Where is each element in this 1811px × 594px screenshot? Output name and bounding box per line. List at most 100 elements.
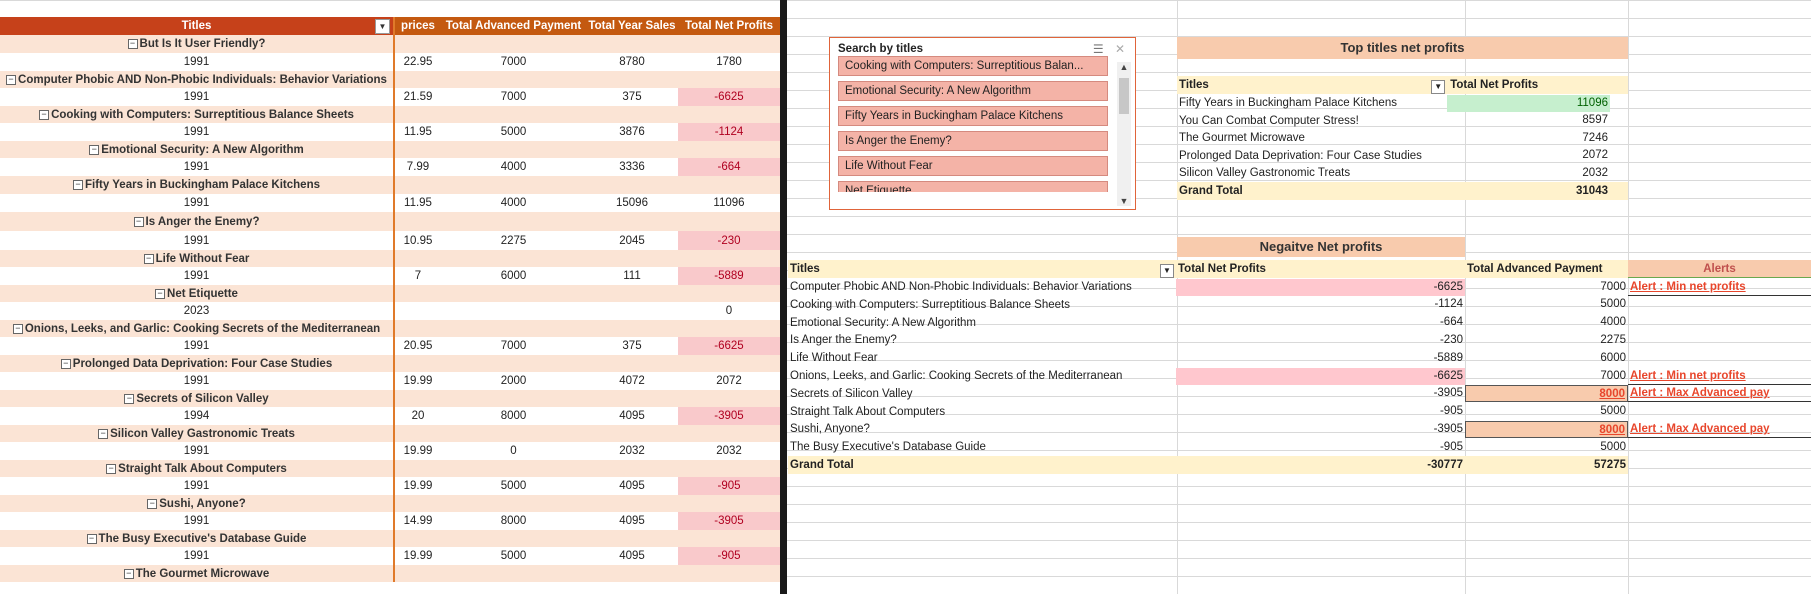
pivot-title-label: Emotional Security: A New Algorithm bbox=[101, 143, 304, 156]
slicer-item[interactable]: Cooking with Computers: Surreptitious Ba… bbox=[838, 56, 1108, 76]
pivot-title-row[interactable]: − Prolonged Data Deprivation: Four Case S… bbox=[0, 355, 780, 372]
neg-row-alert[interactable]: Alert : Min net profits bbox=[1628, 368, 1811, 385]
pivot-title-row[interactable]: − Cooking with Computers: Surreptitious B… bbox=[0, 106, 780, 123]
pivot-title-cell[interactable]: − The Gourmet Microwave bbox=[0, 565, 395, 582]
pivot-year-row: 1991 20.95 7000 375 -6625 bbox=[0, 337, 780, 355]
collapse-icon[interactable]: − bbox=[89, 144, 100, 155]
pivot-title-cell[interactable]: − Silicon Valley Gastronomic Treats bbox=[0, 425, 395, 442]
scroll-up-icon[interactable]: ▲ bbox=[1119, 62, 1129, 72]
pivot-title-row[interactable]: − Onions, Leeks, and Garlic: Cooking Secr… bbox=[0, 320, 780, 337]
pivot-title-row[interactable]: − Silicon Valley Gastronomic Treats bbox=[0, 425, 780, 442]
empty-cell bbox=[678, 565, 780, 582]
collapse-icon[interactable]: − bbox=[133, 216, 144, 227]
pivot-title-cell[interactable]: − Net Etiquette bbox=[0, 285, 395, 302]
pivot-title-row[interactable]: − The Gourmet Microwave bbox=[0, 565, 780, 582]
empty-cell bbox=[678, 425, 780, 442]
pivot-title-row[interactable]: − The Busy Executive's Database Guide bbox=[0, 530, 780, 547]
pivot-title-row[interactable]: − Fifty Years in Buckingham Palace Kitche… bbox=[0, 176, 780, 194]
empty-cell bbox=[678, 71, 780, 88]
collapse-icon[interactable]: − bbox=[155, 288, 166, 299]
clear-filter-icon[interactable]: ✕ bbox=[1114, 42, 1125, 56]
collapse-icon[interactable]: − bbox=[147, 498, 158, 509]
neg-row-alert bbox=[1628, 314, 1811, 331]
slicer-item[interactable]: Emotional Security: A New Algorithm bbox=[838, 81, 1108, 101]
collapse-icon[interactable]: − bbox=[127, 39, 138, 49]
net-profit-cell: -3905 bbox=[678, 512, 780, 530]
multi-select-icon[interactable]: ☰ bbox=[1092, 42, 1104, 56]
top-header-profits: Total Net Profits bbox=[1450, 79, 1539, 91]
collapse-icon[interactable]: − bbox=[86, 533, 97, 544]
net-profit-cell: -664 bbox=[678, 158, 780, 176]
top-row-profit: 8597 bbox=[1582, 114, 1608, 127]
neg-row-alert[interactable]: Alert : Max Advanced pay bbox=[1628, 421, 1811, 438]
pivot-title-cell[interactable]: − Prolonged Data Deprivation: Four Case S… bbox=[0, 355, 395, 372]
top-row-title: Fifty Years in Buckingham Palace Kitchen… bbox=[1179, 97, 1397, 109]
neg-row-profit: -3905 bbox=[1433, 387, 1463, 400]
pivot-title-row[interactable]: − Sushi, Anyone? bbox=[0, 495, 780, 512]
neg-row-alert bbox=[1628, 332, 1811, 349]
pivot-title-cell[interactable]: − Straight Talk About Computers bbox=[0, 460, 395, 477]
pivot-title-cell[interactable]: − Cooking with Computers: Surreptitious B… bbox=[0, 106, 395, 123]
pivot-year-row: 1991 10.95 2275 2045 -230 bbox=[0, 231, 780, 250]
collapse-icon[interactable]: − bbox=[124, 393, 135, 404]
scroll-down-icon[interactable]: ▼ bbox=[1119, 196, 1129, 206]
pivot-title-cell[interactable]: − Is Anger the Enemy? bbox=[0, 212, 395, 231]
pivot-title-row[interactable]: − Net Etiquette bbox=[0, 285, 780, 302]
filter-dropdown-icon[interactable]: ▼ bbox=[375, 19, 390, 34]
scroll-thumb[interactable] bbox=[1119, 78, 1129, 114]
collapse-icon[interactable]: − bbox=[60, 358, 71, 369]
pivot-title-cell[interactable]: − Onions, Leeks, and Garlic: Cooking Secr… bbox=[0, 320, 395, 337]
pivot-title-cell[interactable]: − Secrets of Silicon Valley bbox=[0, 390, 395, 407]
header-adv-payment: Total Advanced Payment bbox=[445, 20, 582, 32]
pivot-title-row[interactable]: − Secrets of Silicon Valley bbox=[0, 390, 780, 407]
top-pivot-row: Prolonged Data Deprivation: Four Case St… bbox=[1177, 147, 1628, 165]
slicer-search-by-titles[interactable]: Search by titles ☰ ✕ Cooking with Comput… bbox=[829, 37, 1136, 210]
pivot-title-cell[interactable]: − Sushi, Anyone? bbox=[0, 495, 395, 512]
collapse-icon[interactable]: − bbox=[39, 109, 50, 120]
pivot-title-row[interactable]: − Life Without Fear bbox=[0, 250, 780, 267]
neg-grand-total-row: Grand Total -30777 57275 bbox=[788, 456, 1628, 474]
pivot-title-row[interactable]: − Computer Phobic AND Non-Phobic Individu… bbox=[0, 71, 780, 88]
pivot-title-row[interactable]: − Is Anger the Enemy? bbox=[0, 212, 780, 231]
slicer-item[interactable]: Net Etiquette bbox=[838, 181, 1108, 192]
neg-row-adv: 8000 bbox=[1465, 385, 1628, 403]
pivot-title-cell[interactable]: − Emotional Security: A New Algorithm bbox=[0, 141, 395, 158]
pivot-title-cell[interactable]: − Computer Phobic AND Non-Phobic Individu… bbox=[0, 71, 395, 88]
slicer-item[interactable]: Fifty Years in Buckingham Palace Kitchen… bbox=[838, 106, 1108, 126]
pivot-title-cell[interactable]: − Fifty Years in Buckingham Palace Kitche… bbox=[0, 176, 395, 194]
collapse-icon[interactable]: − bbox=[98, 428, 109, 439]
top-pivot-row: The Gourmet Microwave 7246 bbox=[1177, 129, 1628, 147]
neg-pivot-row: Is Anger the Enemy? -230 2275 bbox=[788, 331, 1811, 349]
slicer-item[interactable]: Is Anger the Enemy? bbox=[838, 131, 1108, 151]
collapse-icon[interactable]: − bbox=[73, 180, 83, 190]
neg-row-profit: -230 bbox=[1439, 333, 1463, 346]
pivot-title-row[interactable]: − But Is It User Friendly? bbox=[0, 35, 780, 53]
year-sales-cell: 4072 bbox=[619, 375, 645, 387]
pivot-title-row[interactable]: − Emotional Security: A New Algorithm bbox=[0, 141, 780, 158]
slicer-scrollbar[interactable]: ▲ ▼ bbox=[1117, 62, 1131, 206]
pivot-year-row: 1991 19.99 5000 4095 -905 bbox=[0, 477, 780, 495]
collapse-icon[interactable]: − bbox=[6, 74, 17, 85]
adv-payment-cell: 8000 bbox=[500, 410, 527, 422]
pivot-title-row[interactable]: − Straight Talk About Computers bbox=[0, 460, 780, 477]
slicer-item[interactable]: Life Without Fear bbox=[838, 156, 1108, 176]
pivot-title-cell[interactable]: − But Is It User Friendly? bbox=[0, 35, 395, 53]
collapse-icon[interactable]: − bbox=[106, 463, 117, 474]
neg-row-adv: 7000 bbox=[1600, 280, 1626, 293]
neg-pivot-row: Secrets of Silicon Valley -3905 8000 Alert … bbox=[788, 385, 1811, 403]
year-sales-cell: 4095 bbox=[619, 410, 645, 422]
pivot-title-cell[interactable]: − Life Without Fear bbox=[0, 250, 395, 267]
price-cell: 19.99 bbox=[403, 550, 433, 562]
collapse-icon[interactable]: − bbox=[12, 323, 23, 334]
neg-row-alert[interactable]: Alert : Min net profits bbox=[1628, 279, 1811, 296]
net-profit-cell: -5889 bbox=[678, 267, 780, 285]
pivot-title-cell[interactable]: − The Busy Executive's Database Guide bbox=[0, 530, 395, 547]
filter-icon[interactable]: ▼ bbox=[1160, 264, 1174, 278]
filter-icon[interactable]: ▼ bbox=[1431, 80, 1446, 94]
collapse-icon[interactable]: − bbox=[143, 253, 154, 264]
collapse-icon[interactable]: − bbox=[123, 568, 134, 579]
pivot-title-label: Fifty Years in Buckingham Palace Kitchen… bbox=[85, 179, 320, 191]
neg-row-alert[interactable]: Alert : Max Advanced pay bbox=[1628, 385, 1811, 403]
year-cell: 1991 bbox=[0, 88, 395, 106]
neg-row-title: The Busy Executive's Database Guide bbox=[790, 441, 986, 454]
